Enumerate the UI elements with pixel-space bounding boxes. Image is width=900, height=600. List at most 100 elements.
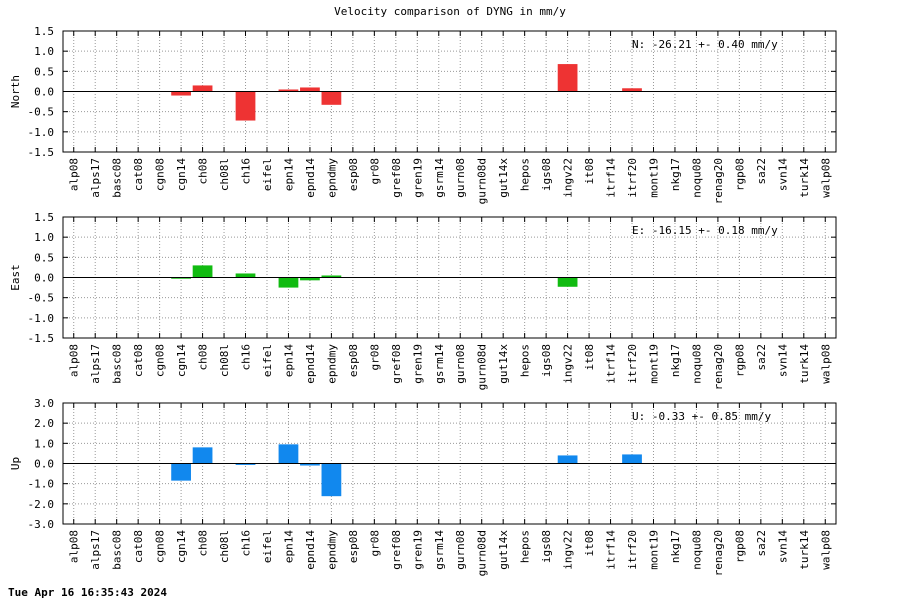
- x-tick-label: turk14: [798, 530, 811, 570]
- x-tick-label: igs08: [540, 344, 553, 377]
- x-tick-label: epndmy: [325, 344, 338, 384]
- x-tick-label: gr08: [368, 344, 381, 371]
- x-tick-label: hepos: [519, 158, 532, 191]
- y-tick-label: -1.0: [28, 312, 55, 325]
- x-tick-label: igs08: [540, 530, 553, 563]
- x-tick-label: walp08: [819, 158, 832, 198]
- bar-epndmy: [321, 91, 342, 105]
- y-tick-label: -3.0: [28, 518, 55, 531]
- x-tick-label: itrf14: [605, 158, 618, 198]
- x-tick-label: alps17: [89, 158, 102, 198]
- x-tick-label: cat08: [132, 530, 145, 563]
- x-tick-label: gsrm14: [433, 158, 446, 198]
- x-tick-label: esp08: [347, 158, 360, 191]
- x-tick-label: epndmy: [325, 530, 338, 570]
- y-tick-label: -1.5: [28, 332, 55, 345]
- y-tick-label: 0.5: [34, 65, 54, 78]
- bar-ch16: [235, 273, 256, 278]
- x-tick-label: ch16: [240, 158, 253, 185]
- x-tick-label: hepos: [519, 344, 532, 377]
- x-tick-label: renag20: [712, 344, 725, 390]
- bar-epn14: [278, 89, 299, 92]
- x-tick-label: epnd14: [304, 344, 317, 384]
- x-tick-label: svn14: [776, 344, 789, 377]
- bar-ch08: [192, 85, 213, 92]
- x-tick-label: ch08l: [218, 530, 231, 563]
- x-tick-label: epndmy: [325, 158, 338, 198]
- x-tick-label: it08: [583, 344, 596, 371]
- x-tick-label: nkg17: [669, 530, 682, 563]
- y-tick-label: 1.0: [34, 437, 54, 450]
- x-tick-label: rgp08: [733, 158, 746, 191]
- x-tick-label: gurn08d: [476, 530, 489, 576]
- bar-epndmy: [321, 463, 342, 497]
- chart-panel-north: 1.5 1.0 0.5 0.0 -0.5 -1.0 -1.5 North N: -26.21 +…: [9, 25, 837, 204]
- x-tick-label: svn14: [776, 530, 789, 563]
- x-tick-label: gsrm14: [433, 530, 446, 570]
- x-tick-label: gren19: [411, 158, 424, 198]
- plot-frame: [62, 216, 837, 339]
- x-tick-label: rgp08: [733, 344, 746, 377]
- x-tick-label: sa22: [755, 158, 768, 185]
- x-tick-label: itrf20: [626, 530, 639, 570]
- x-tick-label: gren19: [411, 530, 424, 570]
- x-tick-label: basc08: [111, 344, 124, 384]
- y-tick-label: 0.5: [34, 251, 54, 264]
- y-tick-label: 0.0: [34, 272, 54, 285]
- y-tick-label: -1.0: [28, 126, 55, 139]
- y-tick-label: 1.5: [34, 211, 54, 224]
- y-tick-label: 3.0: [34, 397, 54, 410]
- bar-epn14: [278, 444, 299, 464]
- bar-ch16: [235, 463, 256, 465]
- x-tick-label: gurn08d: [476, 344, 489, 390]
- x-tick-label: noqu08: [690, 530, 703, 570]
- y-tick-label: 0.0: [34, 86, 54, 99]
- x-tick-label: walp08: [819, 530, 832, 570]
- x-tick-label: sa22: [755, 344, 768, 371]
- x-tick-label: noqu08: [690, 344, 703, 384]
- x-tick-label: cgn08: [154, 530, 167, 563]
- x-tick-label: ch16: [240, 344, 253, 371]
- y-tick-label: 1.0: [34, 231, 54, 244]
- x-tick-label: gref08: [390, 530, 403, 570]
- x-tick-label: epnd14: [304, 530, 317, 570]
- bar-epndmy: [321, 275, 342, 278]
- y-tick-label: -2.0: [28, 498, 55, 511]
- x-tick-label: cgn14: [175, 158, 188, 191]
- x-tick-label: basc08: [111, 158, 124, 198]
- x-tick-label: itrf20: [626, 158, 639, 198]
- x-tick-label: alp08: [68, 530, 81, 563]
- stat-annotation: U: -0.33 +- 0.85 mm/y: [632, 410, 771, 423]
- x-tick-label: rgp08: [733, 530, 746, 563]
- x-tick-label: noqu08: [690, 158, 703, 198]
- x-tick-label: gut14x: [497, 158, 510, 198]
- x-tick-label: cat08: [132, 158, 145, 191]
- x-tick-label: itrf14: [605, 530, 618, 570]
- x-tick-label: eifel: [261, 530, 274, 563]
- y-tick-label: -0.5: [28, 106, 55, 119]
- bar-cgn14: [171, 277, 191, 279]
- y-axis-label: North: [9, 75, 22, 108]
- chart-panel-up: 3.0 2.0 1.0 0.0 -1.0 -2.0 -3.0 Up U: -0.33 +- 0.…: [9, 397, 837, 576]
- x-tick-label: alp08: [68, 344, 81, 377]
- bar-cgn14: [171, 91, 191, 96]
- x-tick-label: gr08: [368, 158, 381, 185]
- x-tick-label: epnd14: [304, 158, 317, 198]
- bar-itrf20: [622, 88, 642, 92]
- plot-frame: [62, 402, 837, 525]
- x-tick-label: renag20: [712, 530, 725, 576]
- x-tick-label: mont19: [647, 344, 660, 384]
- stat-annotation: E: -16.15 +- 0.18 mm/y: [632, 224, 778, 237]
- x-tick-label: gurn08: [454, 158, 467, 198]
- x-tick-label: epn14: [282, 344, 295, 377]
- x-tick-label: gut14x: [497, 344, 510, 384]
- x-tick-label: alps17: [89, 530, 102, 570]
- bar-ch08: [192, 447, 213, 464]
- y-tick-label: -1.0: [28, 478, 55, 491]
- x-tick-label: cgn08: [154, 158, 167, 191]
- y-tick-label: 1.0: [34, 45, 54, 58]
- x-tick-label: itrf14: [605, 344, 618, 384]
- x-tick-label: gren19: [411, 344, 424, 384]
- x-tick-label: alp08: [68, 158, 81, 191]
